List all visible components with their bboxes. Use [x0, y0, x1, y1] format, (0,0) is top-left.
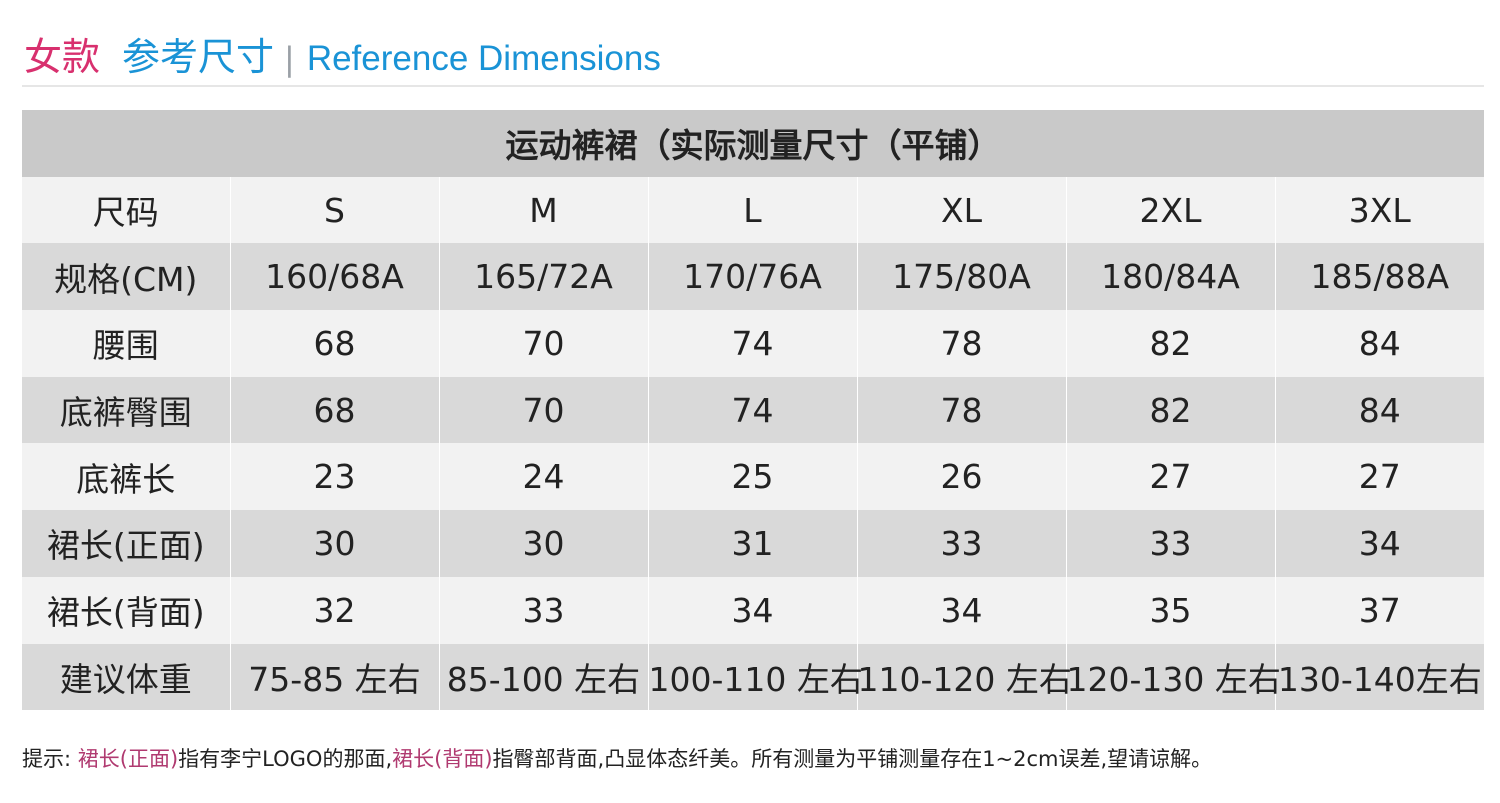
table-cell: 34 [1274, 510, 1485, 577]
row-label: 建议体重 [22, 643, 230, 711]
table-cell: 26 [856, 443, 1066, 511]
table-cell: 37 [1274, 576, 1485, 644]
note-prefix: 提示: [22, 747, 78, 771]
table-cell: 160/68A [229, 243, 439, 311]
table-cell: 84 [1274, 376, 1485, 444]
table-cell: 120-130 左右 [1065, 643, 1281, 711]
row-label: 腰围 [22, 310, 230, 377]
table-cell: 100-110 左右 [647, 643, 863, 711]
table-cell: 82 [1065, 376, 1275, 444]
footnote: 提示: 裙长(正面)指有李宁LOGO的那面,裙长(背面)指臀部背面,凸显体态纤美… [22, 743, 1212, 773]
header-separator: | [284, 40, 295, 78]
table-cell: 180/84A [1065, 243, 1275, 311]
table-cell: 78 [856, 376, 1066, 444]
table-cell: L [647, 176, 857, 244]
header-divider [22, 85, 1484, 87]
table-cell: 170/76A [647, 243, 857, 311]
table-cell: 68 [229, 310, 439, 377]
table-cell: S [229, 176, 439, 244]
table-cell: 30 [438, 510, 648, 577]
table-title-row: 运动裤裙（实际测量尺寸（平铺） [22, 110, 1485, 177]
table-title: 运动裤裙（实际测量尺寸（平铺） [22, 110, 1485, 177]
table-cell: 185/88A [1274, 243, 1485, 311]
table-cell: 24 [438, 443, 648, 511]
table-cell: 68 [229, 376, 439, 444]
table-cell: 2XL [1065, 176, 1275, 244]
row-label: 裙长(背面) [22, 576, 230, 644]
table-row: 腰围 68 70 74 78 82 84 [22, 310, 1485, 377]
note-back-text: 指臀部背面,凸显体态纤美。所有测量为平铺测量存在1~2cm误差,望请谅解。 [492, 747, 1213, 771]
row-label: 裙长(正面) [22, 510, 230, 577]
women-label: 女款 [24, 35, 101, 79]
table-row: 底裤长 23 24 25 26 27 27 [22, 443, 1485, 511]
table-cell: 74 [647, 376, 857, 444]
note-front-label: 裙长(正面) [77, 747, 179, 771]
table-cell: M [438, 176, 648, 244]
table-cell: 23 [229, 443, 439, 511]
table-row: 建议体重 75-85 左右 85-100 左右 100-110 左右 110-1… [22, 643, 1485, 711]
table-cell: 74 [647, 310, 857, 377]
table-cell: 34 [856, 576, 1066, 644]
table-cell: 33 [1065, 510, 1275, 577]
table-cell: 33 [856, 510, 1066, 577]
table-row: 尺码 S M L XL 2XL 3XL [22, 176, 1485, 244]
table-cell: XL [856, 176, 1066, 244]
table-cell: 130-140左右 [1274, 643, 1485, 711]
table-cell: 25 [647, 443, 857, 511]
table-cell: 27 [1065, 443, 1275, 511]
table-cell: 27 [1274, 443, 1485, 511]
table-cell: 35 [1065, 576, 1275, 644]
table-row: 底裤臀围 68 70 74 78 82 84 [22, 376, 1485, 444]
table-row: 裙长(背面) 32 33 34 34 35 37 [22, 576, 1485, 644]
row-label: 底裤臀围 [22, 376, 230, 444]
table-cell: 70 [438, 310, 648, 377]
table-cell: 34 [647, 576, 857, 644]
table-cell: 31 [647, 510, 857, 577]
table-cell: 70 [438, 376, 648, 444]
table-cell: 32 [229, 576, 439, 644]
reference-title-cn: 参考尺寸 [122, 35, 275, 79]
size-table: 运动裤裙（实际测量尺寸（平铺） 尺码 S M L XL 2XL 3XL 规格(C… [22, 110, 1485, 711]
row-label: 尺码 [22, 176, 230, 244]
table-cell: 78 [856, 310, 1066, 377]
note-front-text: 指有李宁LOGO的那面, [178, 747, 393, 771]
table-cell: 110-120 左右 [856, 643, 1072, 711]
row-label: 规格(CM) [22, 243, 230, 311]
table-cell: 165/72A [438, 243, 648, 311]
reference-title-en: Reference Dimensions [306, 39, 661, 78]
table-cell: 82 [1065, 310, 1275, 377]
table-cell: 175/80A [856, 243, 1066, 311]
table-cell: 30 [229, 510, 439, 577]
page-header: 女款 参考尺寸 | Reference Dimensions [24, 26, 661, 79]
row-label: 底裤长 [22, 443, 230, 511]
table-cell: 3XL [1274, 176, 1485, 244]
table-cell: 85-100 左右 [438, 643, 648, 711]
table-cell: 84 [1274, 310, 1485, 377]
table-row: 裙长(正面) 30 30 31 33 33 34 [22, 510, 1485, 577]
note-back-label: 裙长(背面) [392, 747, 493, 771]
table-cell: 33 [438, 576, 648, 644]
table-cell: 75-85 左右 [229, 643, 439, 711]
table-row: 规格(CM) 160/68A 165/72A 170/76A 175/80A 1… [22, 243, 1485, 311]
